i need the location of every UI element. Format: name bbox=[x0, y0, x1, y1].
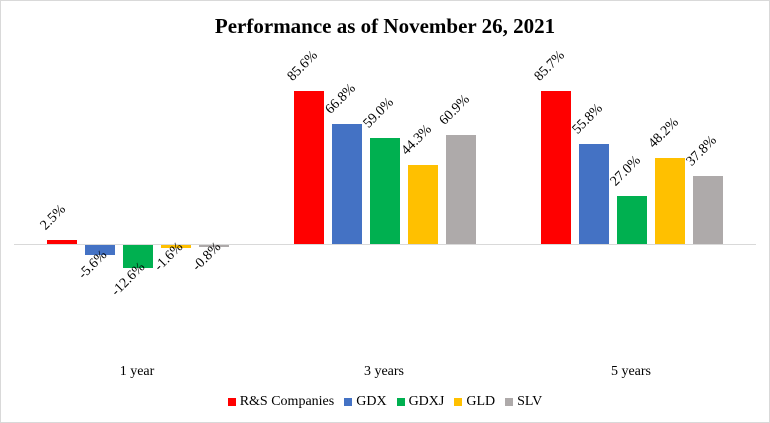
legend-item: R&S Companies bbox=[227, 394, 335, 410]
legend-item: GLD bbox=[454, 394, 495, 410]
legend-swatch-icon bbox=[454, 398, 463, 406]
legend-label: GLD bbox=[466, 394, 496, 409]
data-label: 48.2% bbox=[645, 114, 682, 152]
category-label: 3 years bbox=[363, 364, 405, 379]
legend-swatch-icon bbox=[396, 398, 405, 406]
category-label: 5 years bbox=[610, 364, 652, 379]
bar-r-s-companies-5-years bbox=[541, 90, 571, 244]
legend-swatch-icon bbox=[505, 398, 514, 406]
bar-slv-1-year bbox=[199, 245, 229, 247]
bar-gdxj-5-years bbox=[617, 195, 647, 244]
data-label: 60.9% bbox=[436, 92, 473, 129]
data-label: 66.8% bbox=[322, 81, 359, 118]
data-label: 85.6% bbox=[284, 47, 321, 85]
legend-item: SLV bbox=[505, 394, 542, 410]
bar-gdxj-1-year bbox=[123, 245, 153, 268]
data-label: 2.5% bbox=[37, 201, 69, 233]
data-label: -1.6% bbox=[151, 240, 186, 275]
bar-gld-5-years bbox=[655, 157, 685, 244]
bar-gdx-5-years bbox=[579, 144, 609, 244]
data-label: 55.8% bbox=[569, 101, 606, 138]
legend-label: R&S Companies bbox=[239, 394, 335, 409]
zero-axis-line bbox=[14, 244, 756, 245]
legend-item: GDX bbox=[344, 394, 387, 410]
legend-label: GDX bbox=[356, 394, 387, 409]
data-label: 59.0% bbox=[360, 95, 397, 132]
bar-gld-3-years bbox=[408, 164, 438, 244]
legend-label: GDXJ bbox=[408, 394, 445, 409]
data-label: 27.0% bbox=[607, 152, 644, 189]
bar-r-s-companies-1-year bbox=[47, 239, 77, 244]
bar-r-s-companies-3-years bbox=[294, 90, 324, 244]
bar-gdxj-3-years bbox=[370, 138, 400, 244]
bar-gdx-3-years bbox=[332, 124, 362, 244]
category-label: 1 year bbox=[119, 364, 155, 379]
bar-slv-5-years bbox=[693, 176, 723, 244]
chart-title: Performance as of November 26, 2021 bbox=[214, 14, 556, 38]
data-label: 37.8% bbox=[683, 133, 720, 170]
bar-slv-3-years bbox=[446, 134, 476, 244]
data-label: 44.3% bbox=[398, 121, 435, 158]
bar-gdx-1-year bbox=[85, 245, 115, 256]
bar-gld-1-year bbox=[161, 245, 191, 248]
legend-label: SLV bbox=[517, 394, 543, 409]
legend-swatch-icon bbox=[344, 398, 353, 406]
legend-swatch-icon bbox=[227, 398, 236, 406]
data-label: 85.7% bbox=[531, 47, 568, 84]
legend-item: GDXJ bbox=[396, 394, 445, 410]
chart-legend: R&S Companies GDX GDXJ GLD SLV bbox=[0, 394, 770, 410]
